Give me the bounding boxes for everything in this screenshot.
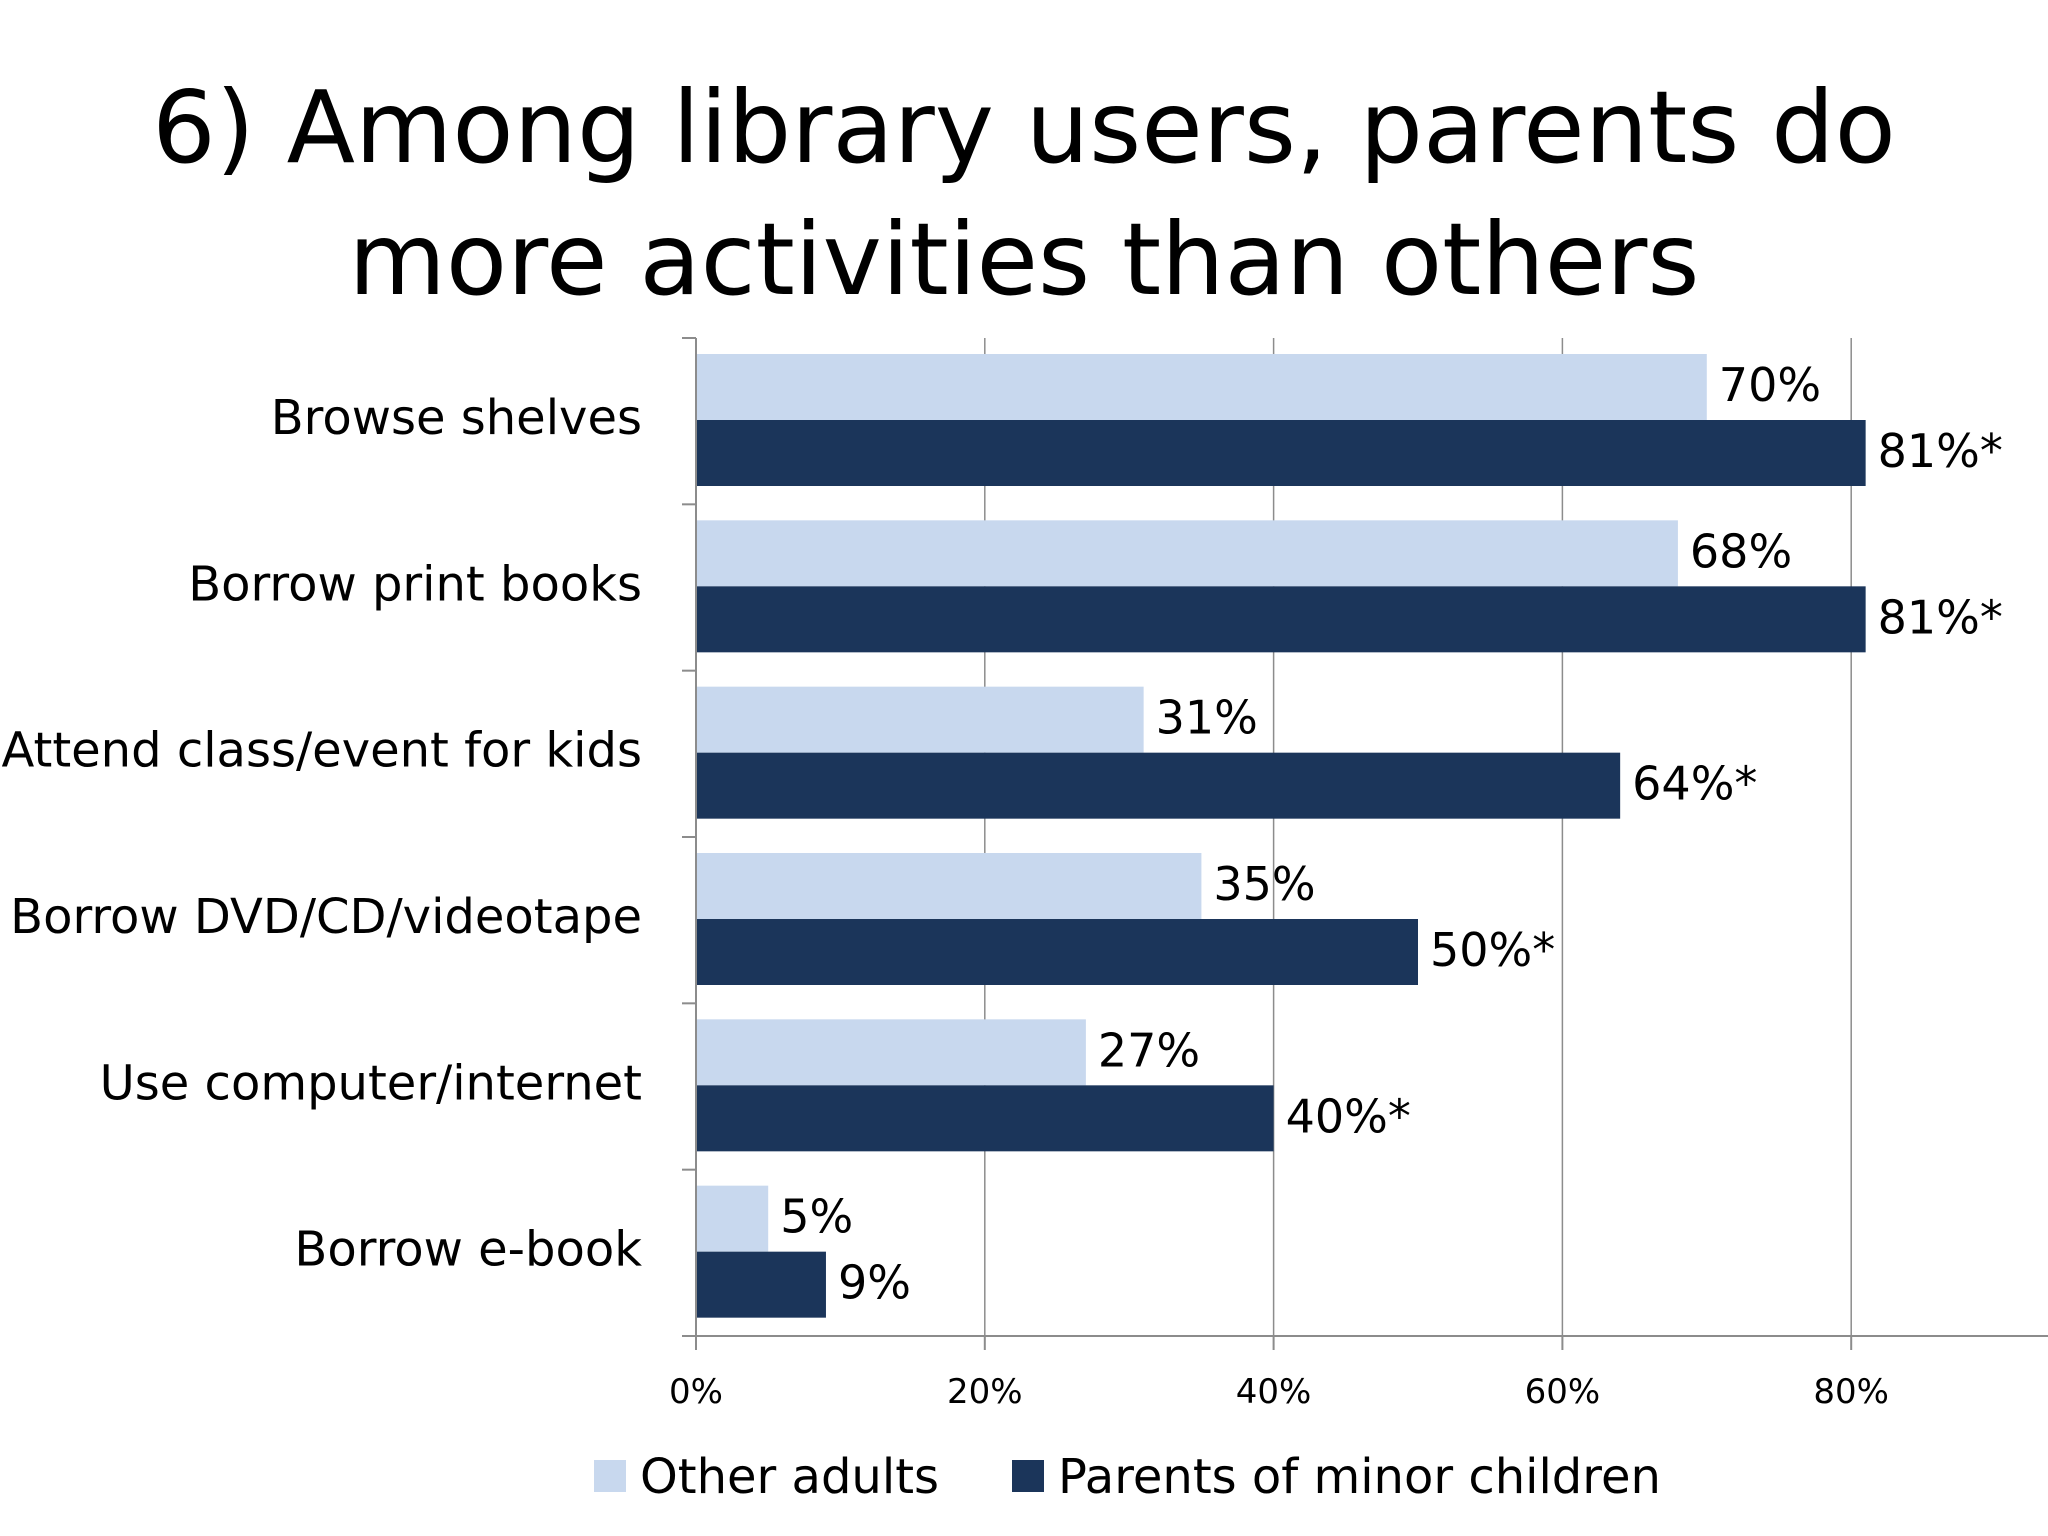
x-tick-label: 20% xyxy=(947,1372,1023,1412)
data-label: 35% xyxy=(1213,857,1315,911)
x-tick-label: 80% xyxy=(1813,1372,1889,1412)
data-label: 40%* xyxy=(1286,1089,1411,1143)
bar-parents xyxy=(696,420,1866,486)
bar-other-adults xyxy=(696,520,1678,587)
bars xyxy=(696,354,1866,1318)
x-tick-label: 40% xyxy=(1236,1372,1312,1412)
chart-title-line-1: 6) Among library users, parents do xyxy=(152,69,1896,186)
category-label: Attend class/event for kids xyxy=(2,723,642,779)
bar-other-adults xyxy=(696,853,1202,919)
bar-parents xyxy=(696,752,1621,819)
data-label: 64%* xyxy=(1632,757,1757,811)
bar-other-adults xyxy=(696,1019,1086,1086)
data-label: 9% xyxy=(838,1256,911,1310)
x-tick-label: 0% xyxy=(669,1372,723,1412)
category-label: Borrow DVD/CD/videotape xyxy=(10,889,642,945)
category-label: Borrow e-book xyxy=(294,1222,642,1278)
legend-label: Parents of minor children xyxy=(1058,1449,1661,1505)
axes xyxy=(682,337,2048,1350)
category-label: Browse shelves xyxy=(271,390,642,446)
legend-swatch xyxy=(1012,1460,1044,1492)
data-label: 81%* xyxy=(1878,590,2003,644)
data-label: 70% xyxy=(1719,358,1821,412)
legend-swatch xyxy=(594,1460,626,1492)
data-label: 5% xyxy=(780,1190,853,1244)
category-label: Borrow print books xyxy=(188,556,642,612)
x-tick-label: 60% xyxy=(1525,1372,1601,1412)
bar-other-adults xyxy=(696,354,1707,420)
data-label: 50%* xyxy=(1430,923,1555,977)
legend: Other adults Parents of minor children xyxy=(594,1449,1661,1505)
data-label: 68% xyxy=(1690,524,1792,578)
bar-other-adults xyxy=(696,686,1144,753)
bar-parents xyxy=(696,1085,1274,1152)
chart-title-line-2: more activities than others xyxy=(348,201,1700,318)
bar-parents xyxy=(696,919,1418,985)
category-label: Use computer/internet xyxy=(100,1055,642,1111)
bar-parents xyxy=(696,1251,826,1318)
data-label: 31% xyxy=(1156,691,1258,745)
gridlines xyxy=(984,338,1852,1336)
data-label: 81%* xyxy=(1878,424,2003,478)
data-label: 27% xyxy=(1098,1023,1200,1077)
bar-other-adults xyxy=(696,1185,769,1252)
labels: 70% 81%* Browse shelves 68% 81%* Borrow print… xyxy=(2,358,2003,1412)
legend-label: Other adults xyxy=(640,1449,939,1505)
bar-parents xyxy=(696,586,1866,653)
chart-title: 6) Among library users, parents do more … xyxy=(0,62,2048,326)
